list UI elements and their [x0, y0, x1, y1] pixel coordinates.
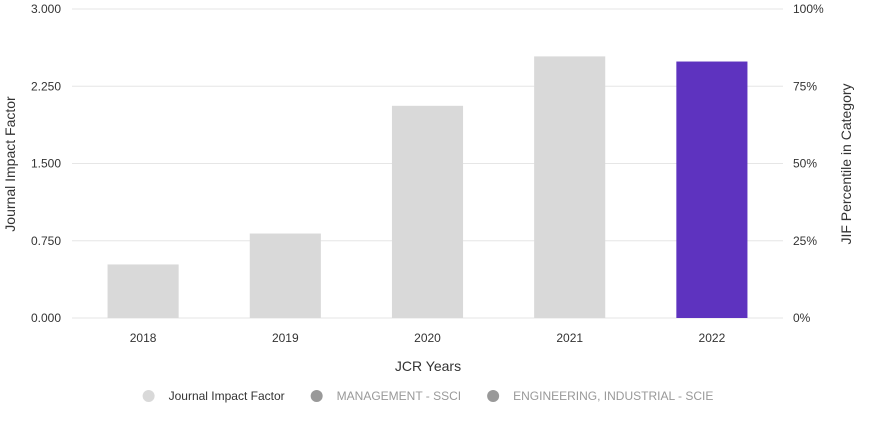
- y-tick-label: 0.750: [31, 234, 61, 248]
- y-axis-title: Journal Impact Factor: [2, 96, 18, 232]
- bar-2019[interactable]: [249, 233, 321, 318]
- y-axis-left: 0.000 0.750 1.500 2.250 3.000: [31, 2, 61, 325]
- y-tick-label: 0.000: [31, 311, 61, 325]
- x-tick-label: 2018: [130, 331, 157, 345]
- legend-label: MANAGEMENT - SSCI: [337, 389, 461, 403]
- bar-2018[interactable]: [107, 264, 179, 318]
- y2-tick-label: 25%: [793, 234, 817, 248]
- y-tick-label: 2.250: [31, 79, 61, 93]
- y2-tick-label: 75%: [793, 79, 817, 93]
- legend-label: ENGINEERING, INDUSTRIAL - SCIE: [513, 389, 713, 403]
- y-axis-right: 0% 25% 50% 75% 100%: [793, 2, 824, 325]
- x-tick-label: 2022: [699, 331, 726, 345]
- x-axis: 2018 2019 2020 2021 2022: [130, 331, 726, 345]
- bars: [107, 56, 748, 318]
- y-tick-label: 1.500: [31, 157, 61, 171]
- legend-marker: [310, 390, 323, 402]
- bar-2020[interactable]: [391, 105, 464, 318]
- bar-2021[interactable]: [534, 56, 606, 318]
- y2-tick-label: 100%: [793, 2, 824, 16]
- legend-item[interactable]: ENGINEERING, INDUSTRIAL - SCIE: [487, 389, 713, 403]
- legend-marker: [142, 390, 155, 402]
- x-tick-label: 2020: [414, 331, 441, 345]
- y2-tick-label: 0%: [793, 311, 811, 325]
- legend-marker: [487, 390, 500, 402]
- legend-label: Journal Impact Factor: [169, 389, 285, 403]
- legend-item[interactable]: Journal Impact Factor: [142, 389, 285, 403]
- x-tick-label: 2021: [556, 331, 583, 345]
- legend-item[interactable]: MANAGEMENT - SSCI: [310, 389, 461, 403]
- bar-2022[interactable]: [676, 61, 748, 318]
- x-tick-label: 2019: [272, 331, 299, 345]
- x-axis-title: JCR Years: [395, 358, 461, 374]
- legend: Journal Impact Factor MANAGEMENT - SSCI EN…: [142, 389, 713, 403]
- y2-axis-title: JIF Percentile in Category: [838, 83, 854, 244]
- y2-tick-label: 50%: [793, 157, 817, 171]
- y-tick-label: 3.000: [31, 2, 61, 16]
